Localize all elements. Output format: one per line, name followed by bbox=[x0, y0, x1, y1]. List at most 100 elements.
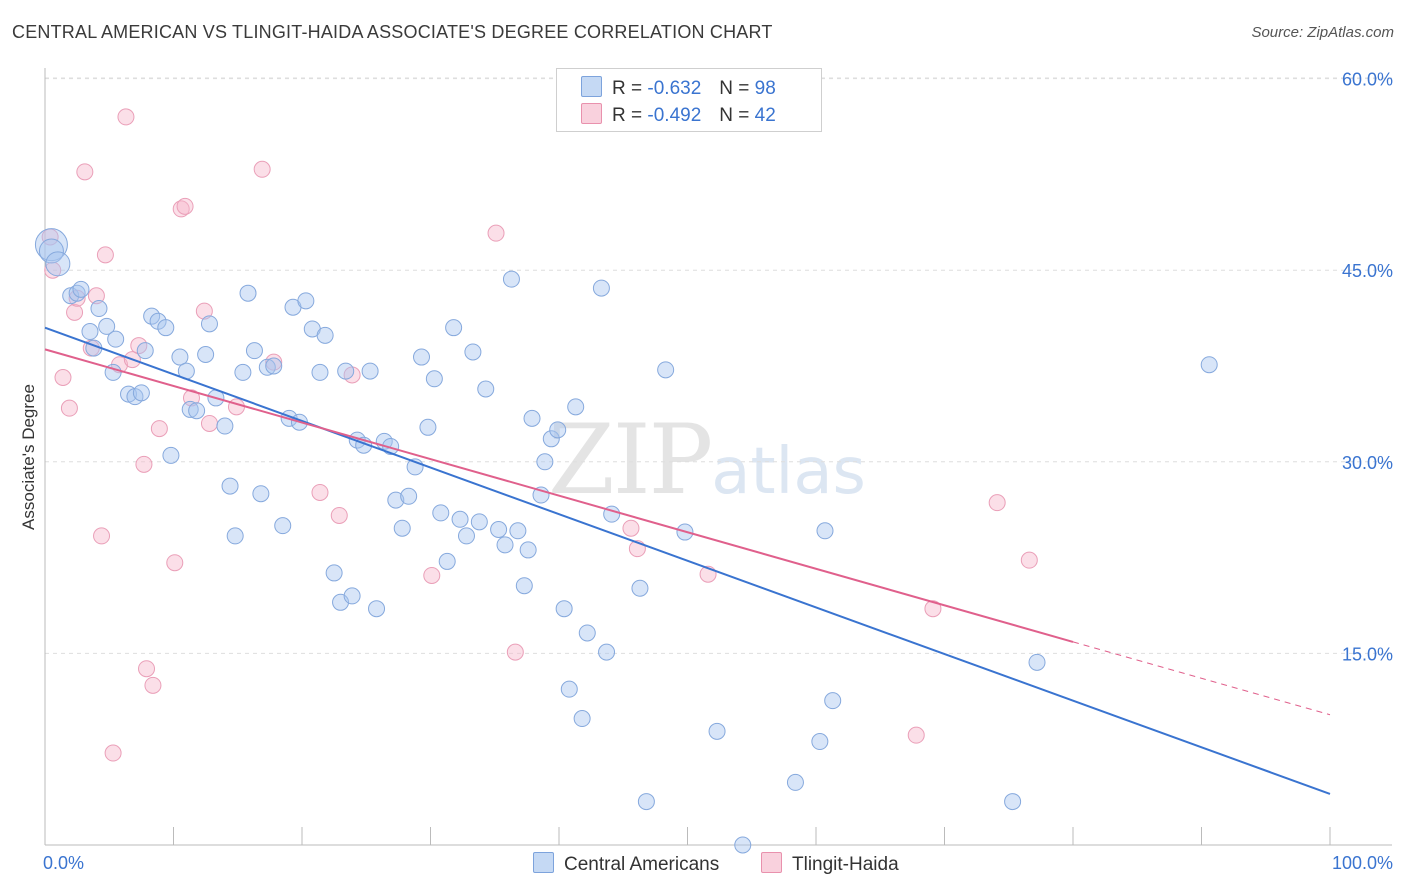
legend-n-value: 98 bbox=[754, 78, 776, 99]
central-americans-trend-line bbox=[44, 326, 1331, 795]
legend-r-value: -0.492 bbox=[647, 105, 702, 126]
central-americans-point bbox=[171, 348, 189, 366]
legend-row-tlingit-haida: R = -0.492 N = 42 bbox=[581, 103, 776, 126]
tlingit-haida-point bbox=[200, 414, 218, 432]
central-americans-point bbox=[368, 600, 386, 618]
central-americans-point bbox=[258, 358, 276, 376]
bottom-legend-label: Tlingit-Haida bbox=[792, 854, 899, 875]
tlingit-haida-trend-line bbox=[44, 348, 1074, 643]
tlingit-haida-point bbox=[907, 726, 925, 744]
bottom-legend-central-americans: Central Americans bbox=[533, 852, 719, 876]
central-americans-point bbox=[132, 384, 150, 402]
tlingit-haida-point bbox=[166, 554, 184, 572]
bottom-legend-label: Central Americans bbox=[564, 854, 720, 875]
tlingit-haida-point bbox=[1020, 551, 1038, 569]
correlation-legend: R = -0.632 N = 98 R = -0.492 N = 42 bbox=[556, 68, 822, 132]
tlingit-haida-point bbox=[93, 527, 111, 545]
tlingit-haida-point bbox=[138, 660, 156, 678]
central-americans-point bbox=[631, 579, 649, 597]
watermark-atlas: atlas bbox=[711, 435, 866, 509]
tlingit-haida-point bbox=[924, 600, 942, 618]
central-americans-point bbox=[786, 773, 804, 791]
x-tick-label-min: 0.0% bbox=[43, 853, 84, 873]
central-americans-point bbox=[311, 363, 329, 381]
central-americans-point bbox=[252, 485, 270, 503]
central-americans-point bbox=[98, 317, 116, 335]
y-tick-label: 15.0% bbox=[1342, 644, 1393, 664]
central-americans-point bbox=[637, 793, 655, 811]
legend-swatch-blue bbox=[581, 76, 602, 97]
legend-row-central-americans: R = -0.632 N = 98 bbox=[581, 76, 776, 99]
central-americans-point bbox=[555, 600, 573, 618]
y-tick-label: 45.0% bbox=[1342, 261, 1393, 281]
central-americans-point bbox=[221, 477, 239, 495]
tlingit-haida-point bbox=[144, 676, 162, 694]
central-americans-point bbox=[72, 280, 90, 298]
central-americans-point bbox=[265, 357, 283, 375]
central-americans-point bbox=[425, 370, 443, 388]
bottom-legend-swatch-pink bbox=[761, 852, 782, 873]
tlingit-haida-point bbox=[176, 197, 194, 215]
central-americans-point bbox=[502, 270, 520, 288]
tlingit-haida-point bbox=[330, 506, 348, 524]
central-americans-point bbox=[188, 402, 206, 420]
y-axis-label: Associate's Degree bbox=[19, 384, 38, 530]
central-americans-point bbox=[573, 710, 591, 728]
central-americans-point bbox=[157, 319, 175, 337]
central-americans-point bbox=[239, 284, 257, 302]
central-americans-point bbox=[560, 680, 578, 698]
central-americans-point bbox=[432, 504, 450, 522]
central-americans-point bbox=[197, 346, 215, 364]
tlingit-haida-point bbox=[66, 303, 84, 321]
central-americans-point bbox=[515, 577, 533, 595]
tlingit-haida-point bbox=[44, 261, 62, 279]
watermark-zip: ZIP bbox=[548, 404, 713, 516]
central-americans-point bbox=[325, 564, 343, 582]
central-americans-point bbox=[200, 315, 218, 333]
tlingit-haida-point bbox=[96, 246, 114, 264]
y-tick-label: 60.0% bbox=[1342, 70, 1393, 90]
central-americans-point bbox=[216, 417, 234, 435]
central-americans-point bbox=[708, 722, 726, 740]
central-americans-point bbox=[734, 836, 752, 854]
central-americans-point bbox=[245, 342, 263, 360]
tlingit-haida-point bbox=[423, 566, 441, 584]
central-americans-point bbox=[519, 541, 537, 559]
legend-n-label: N = bbox=[719, 78, 750, 99]
central-americans-point bbox=[45, 251, 71, 277]
central-americans-point bbox=[400, 487, 418, 505]
central-americans-point bbox=[234, 363, 252, 381]
tlingit-haida-point bbox=[54, 368, 72, 386]
central-americans-point bbox=[34, 228, 68, 262]
central-americans-point bbox=[438, 552, 456, 570]
central-americans-point bbox=[567, 398, 585, 416]
tlingit-haida-point bbox=[87, 287, 105, 305]
tlingit-haida-point bbox=[150, 420, 168, 438]
tlingit-haida-point bbox=[76, 163, 94, 181]
central-americans-point bbox=[387, 491, 405, 509]
central-americans-point bbox=[657, 361, 675, 379]
bottom-legend-tlingit-haida: Tlingit-Haida bbox=[761, 852, 899, 876]
central-americans-point bbox=[297, 292, 315, 310]
central-americans-point bbox=[457, 527, 475, 545]
source-label: Source: ZipAtlas.com bbox=[1251, 24, 1394, 41]
central-americans-point bbox=[90, 300, 108, 318]
central-americans-point bbox=[523, 409, 541, 427]
central-americans-point bbox=[445, 319, 463, 337]
chart-title: CENTRAL AMERICAN VS TLINGIT-HAIDA ASSOCI… bbox=[12, 22, 773, 42]
tlingit-haida-point bbox=[60, 399, 78, 417]
legend-r-label: R = bbox=[612, 105, 643, 126]
tlingit-haida-point bbox=[104, 744, 122, 762]
tlingit-haida-trend-extension bbox=[1072, 641, 1331, 716]
legend-n-label: N = bbox=[719, 105, 750, 126]
tlingit-haida-point bbox=[622, 519, 640, 537]
central-americans-point bbox=[824, 692, 842, 710]
central-americans-point bbox=[393, 519, 411, 537]
y-tick-label: 30.0% bbox=[1342, 453, 1393, 473]
central-americans-point bbox=[578, 624, 596, 642]
central-americans-point bbox=[136, 342, 154, 360]
central-americans-point bbox=[598, 643, 616, 661]
central-americans-point bbox=[419, 418, 437, 436]
central-americans-point bbox=[536, 453, 554, 471]
central-americans-point bbox=[274, 517, 292, 535]
